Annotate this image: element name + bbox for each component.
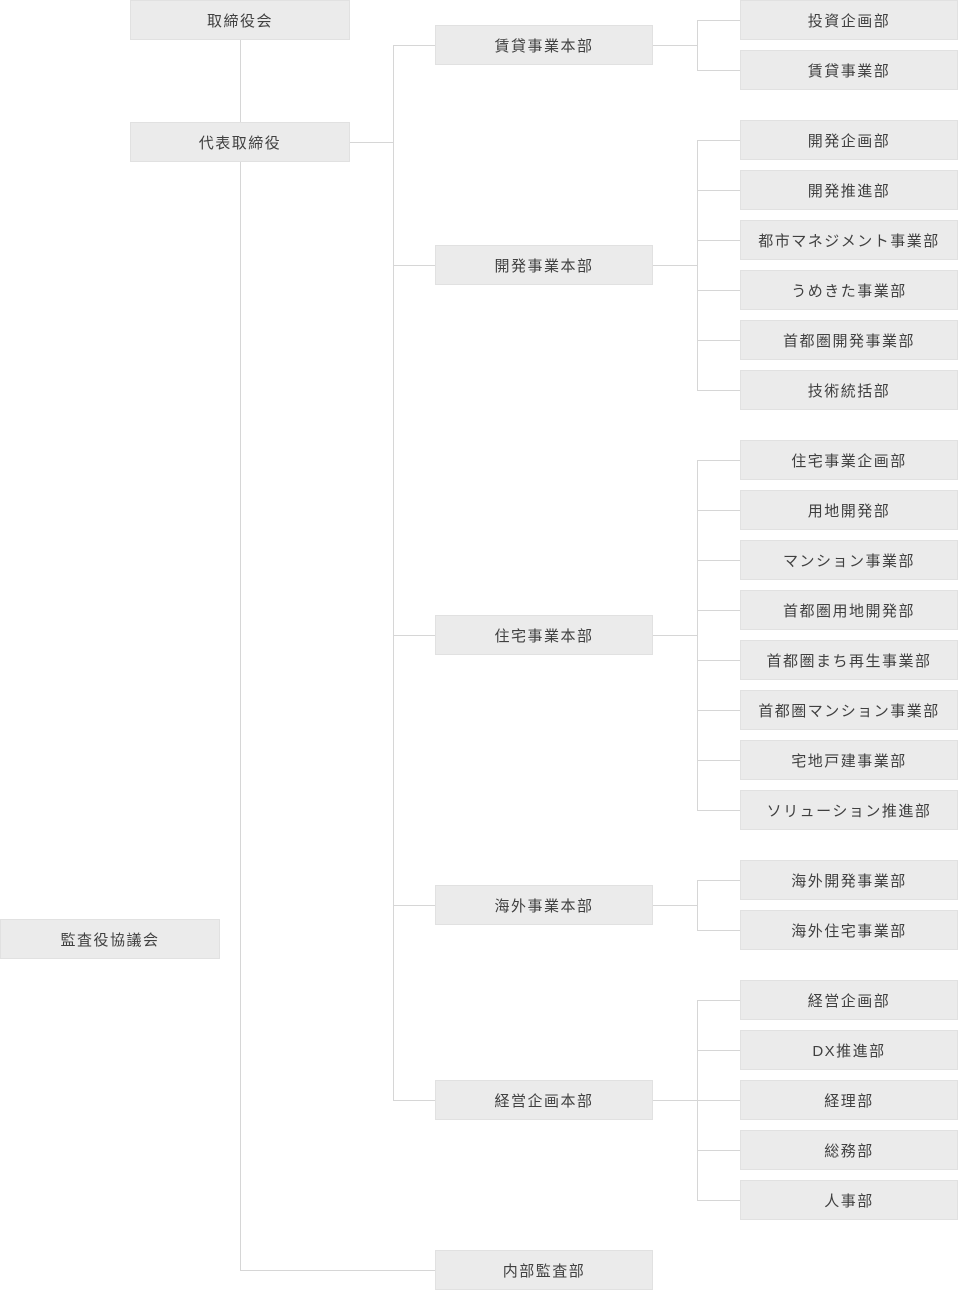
department-box: 宅地戸建事業部 [740,740,958,780]
connector-line [697,1100,740,1101]
connector-line [393,45,435,46]
department-box: 技術統括部 [740,370,958,410]
division-box: 開発事業本部 [435,245,653,285]
department-box: 賃貸事業部 [740,50,958,90]
department-box: 住宅事業企画部 [740,440,958,480]
connector-line [697,290,740,291]
connector-line [697,760,740,761]
department-box: 用地開発部 [740,490,958,530]
connector-line [697,140,698,391]
department-box: 首都圏開発事業部 [740,320,958,360]
connector-line [393,1100,435,1101]
connector-line [697,1000,740,1001]
connector-line [697,930,740,931]
department-box: 開発推進部 [740,170,958,210]
connector-line [240,1270,435,1271]
connector-line [697,20,698,71]
department-box: 都市マネジメント事業部 [740,220,958,260]
department-box: DX推進部 [740,1030,958,1070]
connector-line [697,880,740,881]
department-box: マンション事業部 [740,540,958,580]
connector-line [697,560,740,561]
connector-line [393,905,435,906]
connector-line [697,510,740,511]
connector-line [393,265,435,266]
internal-audit-box: 内部監査部 [435,1250,653,1290]
department-box: 首都圏マンション事業部 [740,690,958,730]
connector-line [697,240,740,241]
connector-line [697,390,740,391]
department-box: 経営企画部 [740,980,958,1020]
division-box: 海外事業本部 [435,885,653,925]
connector-line [697,140,740,141]
connector-line [697,190,740,191]
connector-line [697,340,740,341]
department-box: ソリューション推進部 [740,790,958,830]
connector-line [697,710,740,711]
department-box: 投資企画部 [740,0,958,40]
connector-line [697,880,698,931]
connector-line [653,905,697,906]
department-box: 海外住宅事業部 [740,910,958,950]
connector-line [653,45,697,46]
department-box: 首都圏まち再生事業部 [740,640,958,680]
connector-line [240,162,241,1271]
department-box: うめきた事業部 [740,270,958,310]
connector-line [697,70,740,71]
audit-council-box: 監査役協議会 [0,919,220,959]
connector-line [697,1200,740,1201]
department-box: 海外開発事業部 [740,860,958,900]
representative-director-box: 代表取締役 [130,122,350,162]
division-box: 住宅事業本部 [435,615,653,655]
department-box: 首都圏用地開発部 [740,590,958,630]
connector-line [653,1100,697,1101]
department-box: 人事部 [740,1180,958,1220]
connector-line [653,265,697,266]
board-of-directors-box: 取締役会 [130,0,350,40]
connector-line [393,635,435,636]
connector-line [240,40,241,122]
connector-line [393,45,394,1101]
connector-line [697,610,740,611]
department-box: 経理部 [740,1080,958,1120]
division-box: 経営企画本部 [435,1080,653,1120]
connector-line [697,460,698,811]
connector-line [653,635,697,636]
connector-line [697,810,740,811]
connector-line [697,20,740,21]
department-box: 総務部 [740,1130,958,1170]
connector-line [350,142,393,143]
connector-line [697,460,740,461]
division-box: 賃貸事業本部 [435,25,653,65]
connector-line [697,1050,740,1051]
connector-line [697,1150,740,1151]
department-box: 開発企画部 [740,120,958,160]
connector-line [697,660,740,661]
